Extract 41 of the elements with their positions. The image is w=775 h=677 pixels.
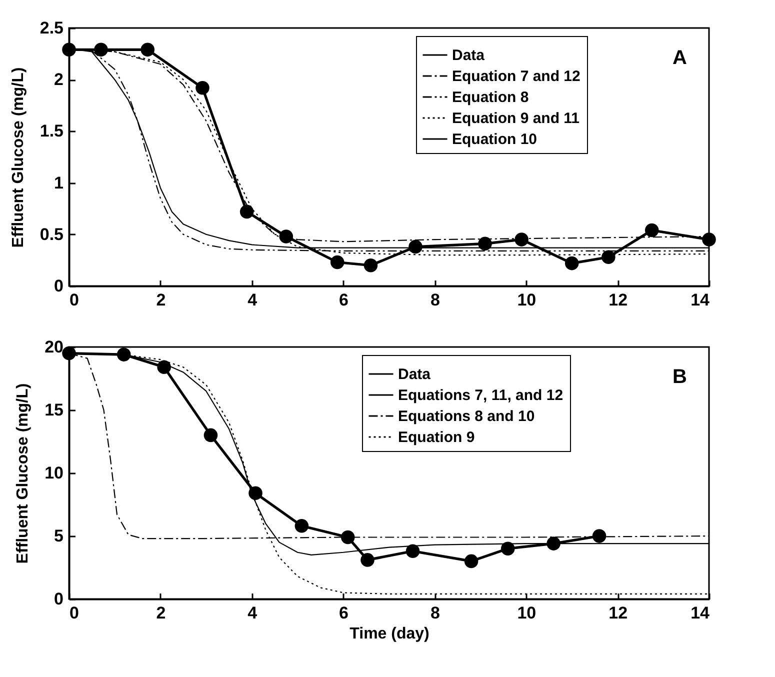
legend-label: Equation 10 xyxy=(452,131,538,148)
x-tick-label: 6 xyxy=(339,604,349,622)
legend-label: Equation 9 xyxy=(398,429,475,446)
x-tick-label: 10 xyxy=(517,604,536,622)
legend-label: Equation 8 xyxy=(452,89,529,106)
y-tick-label: 2.5 xyxy=(40,18,64,38)
y-tick-label: 2 xyxy=(54,70,64,90)
x-tick-label: 2 xyxy=(156,604,166,622)
legend-label: Data xyxy=(398,366,432,383)
x-tick-label: 0 xyxy=(70,604,79,622)
legend-label: Data xyxy=(452,47,486,64)
x-tick-label: 2 xyxy=(156,290,166,310)
y-tick-label: 1.5 xyxy=(40,122,64,141)
x-tick-label: 4 xyxy=(248,290,258,310)
x-tick-label: 6 xyxy=(339,290,349,310)
x-tick-label: 10 xyxy=(517,290,536,310)
x-tick-label: 12 xyxy=(608,604,628,622)
x-tick-label: 0 xyxy=(70,290,79,310)
x-tick-label: 12 xyxy=(608,290,628,310)
y-tick-label: 1 xyxy=(54,173,64,192)
y-tick-label: 0.5 xyxy=(40,224,64,244)
y-tick-label: 10 xyxy=(44,464,64,482)
legend-label: Equation 7 and 12 xyxy=(452,68,580,85)
x-tick-label: 8 xyxy=(430,604,440,622)
x-tick-label: 4 xyxy=(248,604,258,622)
y-tick-label: 5 xyxy=(54,526,64,546)
annotation: B xyxy=(672,366,687,388)
legend-label: Equations 8 and 10 xyxy=(398,408,535,425)
annotation: A xyxy=(672,47,687,69)
legend-label: Equation 9 and 11 xyxy=(452,110,580,127)
y-axis-title: Effluent Glucose (mg/L) xyxy=(14,383,32,564)
x-tick-label: 14 xyxy=(690,290,710,310)
x-tick-label: 14 xyxy=(690,604,710,622)
legend-label: Equations 7, 11, and 12 xyxy=(398,387,564,404)
y-tick-label: 20 xyxy=(44,338,64,356)
y-tick-label: 0 xyxy=(54,590,64,608)
y-tick-label: 15 xyxy=(44,400,64,420)
y-axis-title: Effluent Glucose (mg/L) xyxy=(10,67,27,248)
x-tick-label: 8 xyxy=(430,290,440,310)
y-tick-label: 0 xyxy=(54,276,64,296)
x-axis-title: Time (day) xyxy=(350,626,430,642)
